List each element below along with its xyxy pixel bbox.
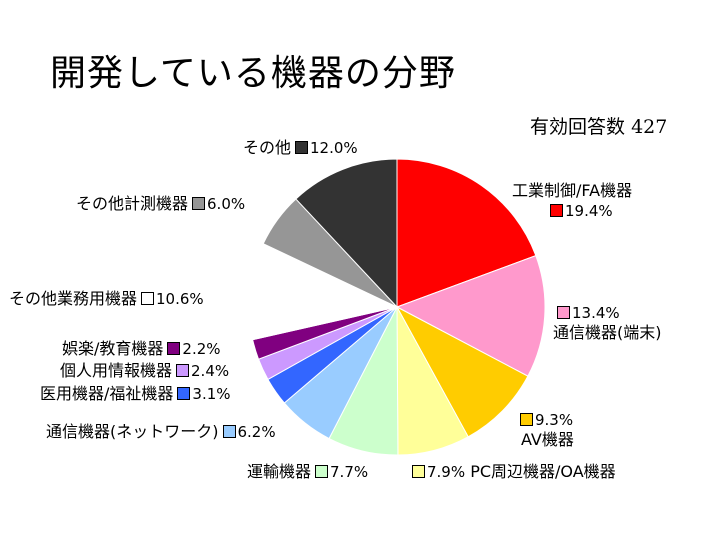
label-name: その他業務用機器 [9, 289, 138, 308]
label-comm-terminal: 13.4% 通信機器(端末) [553, 303, 662, 343]
swatch-pc-oa [412, 465, 425, 478]
label-percent: 19.4% [565, 202, 613, 220]
swatch-personal-info [176, 364, 190, 377]
swatch-medical [177, 387, 191, 400]
label-name: その他計測機器 [76, 194, 189, 213]
label-other-business: その他業務用機器 10.6% [9, 289, 204, 309]
label-percent: 2.4% [191, 362, 230, 380]
swatch-other-business [141, 292, 155, 305]
swatch-transport [315, 465, 329, 478]
label-percent: 3.1% [192, 385, 231, 403]
pie-slice-11 [295, 158, 398, 309]
label-name: 通信機器(ネットワーク) [46, 422, 219, 441]
pie-slice-1 [395, 255, 546, 377]
swatch-comm-network [222, 425, 236, 438]
swatch-comm-terminal [557, 306, 570, 319]
label-name: 運輸機器 [247, 462, 312, 481]
label-name: 通信機器(端末) [553, 323, 662, 342]
label-av: 9.3% AV機器 [516, 410, 574, 450]
pie-slice-0 [396, 158, 537, 308]
respondent-count-value: 427 [631, 116, 668, 138]
respondent-count-label: 有効回答数 [530, 116, 626, 138]
label-percent: 12.0% [310, 139, 358, 157]
label-name: 工業制御/FA機器 [512, 181, 633, 200]
label-percent: 6.2% [237, 423, 276, 441]
label-personal-info: 個人用情報機器 2.4% [60, 361, 229, 381]
pie-slice-9 [248, 243, 399, 341]
pie-slice-2 [395, 305, 529, 438]
label-percent: 9.3% [535, 411, 574, 429]
label-transport: 運輸機器 7.7% [247, 462, 368, 482]
label-percent: 13.4% [572, 304, 620, 322]
swatch-av [520, 413, 533, 426]
chart-title: 開発している機器の分野 [50, 53, 456, 94]
label-entertainment: 娯楽/教育機器 2.2% [62, 339, 221, 359]
label-pc-oa: 7.9% PC周辺機器/OA機器 [408, 462, 616, 482]
swatch-entertainment [167, 342, 181, 355]
swatch-other-measurement [192, 197, 206, 210]
label-percent: 6.0% [207, 195, 246, 213]
label-other-measurement: その他計測機器 6.0% [76, 194, 245, 214]
label-name: 医用機器/福祉機器 [40, 384, 174, 403]
label-medical: 医用機器/福祉機器 3.1% [40, 384, 231, 404]
label-name: PC周辺機器/OA機器 [470, 462, 616, 481]
label-percent: 2.2% [182, 340, 221, 358]
label-name: 娯楽/教育機器 [62, 339, 164, 358]
label-percent: 7.9% [427, 463, 466, 481]
label-percent: 10.6% [156, 290, 204, 308]
respondent-count: 有効回答数 427 [530, 112, 667, 139]
label-industrial-control: 工業制御/FA機器 19.4% [500, 181, 632, 221]
swatch-industrial-control [550, 204, 563, 217]
label-name: 個人用情報機器 [60, 361, 173, 380]
label-percent: 7.7% [330, 463, 369, 481]
label-comm-network: 通信機器(ネットワーク) 6.2% [46, 422, 276, 442]
label-name: その他 [243, 138, 292, 157]
label-name: AV機器 [521, 430, 574, 449]
swatch-other [295, 141, 309, 154]
label-other: その他 12.0% [243, 138, 358, 158]
